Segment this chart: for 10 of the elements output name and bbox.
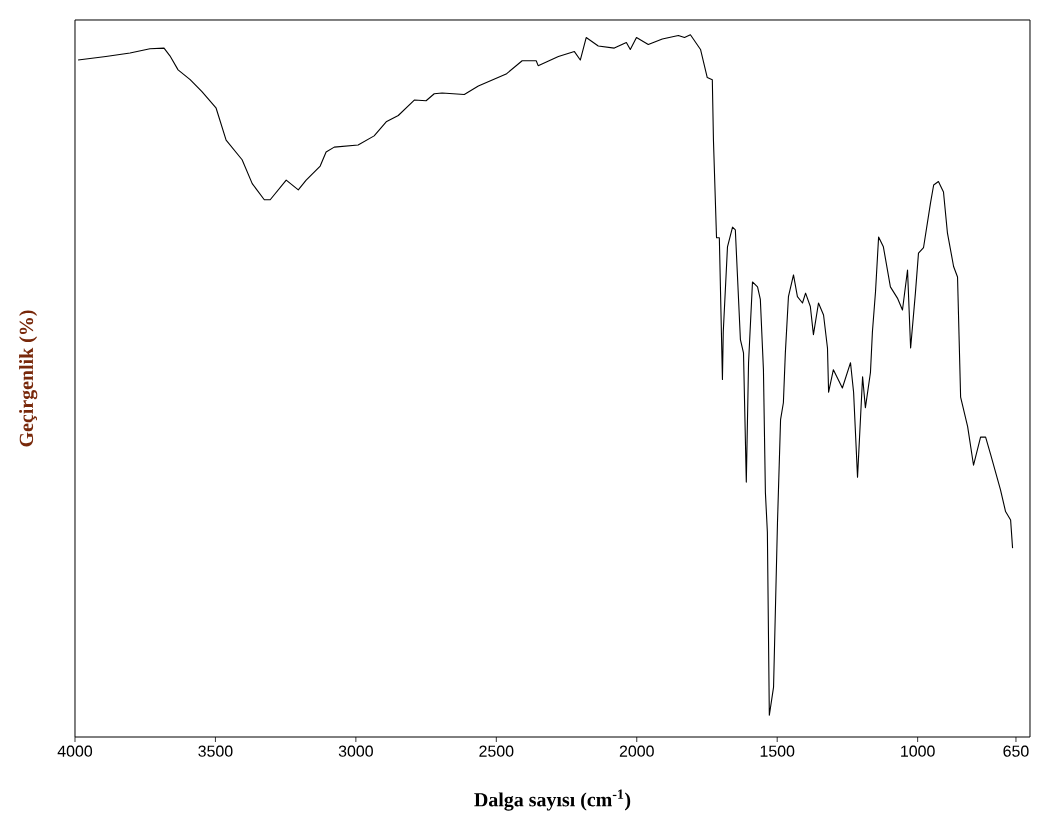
x-tick-label: 3000 <box>338 745 373 757</box>
x-tick-label: 650 <box>1003 745 1029 757</box>
x-axis-title: Dalga sayısı (cm$^{-1}$) <box>474 789 631 811</box>
x-tick-label: 2500 <box>479 745 514 757</box>
x-tick-label: 2000 <box>619 745 654 757</box>
x-tick-label: 1000 <box>901 745 935 757</box>
x-tick-label: 3500 <box>198 745 233 757</box>
x-tick-label: 4000 <box>57 745 93 757</box>
x-tick-label: 1500 <box>760 745 795 757</box>
y-axis-title: Geçirgenlik (%) <box>19 310 38 447</box>
